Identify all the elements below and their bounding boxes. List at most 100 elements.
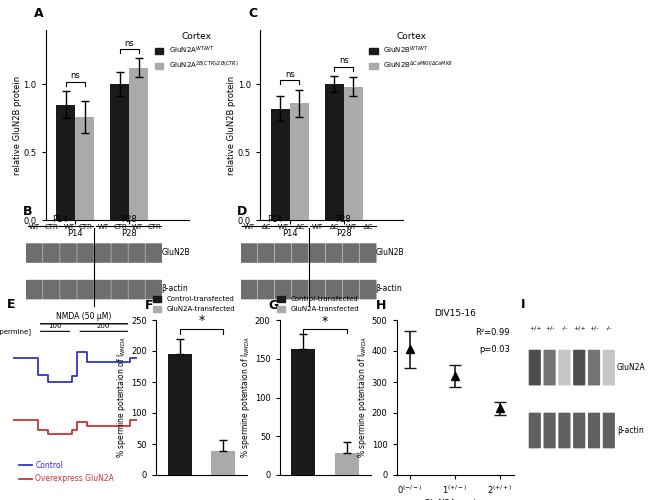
FancyBboxPatch shape [146, 280, 162, 299]
Y-axis label: % spermine potentaion of I$_{NMDA}$: % spermine potentaion of I$_{NMDA}$ [356, 336, 369, 458]
FancyBboxPatch shape [309, 244, 326, 263]
Text: CTR: CTR [79, 224, 93, 230]
Bar [290, 104, 309, 220]
Y-axis label: relative GluN2B protein: relative GluN2B protein [13, 76, 22, 174]
FancyBboxPatch shape [128, 280, 145, 299]
Text: ns: ns [285, 70, 294, 79]
FancyBboxPatch shape [257, 280, 274, 299]
Bar [168, 354, 192, 475]
FancyBboxPatch shape [588, 350, 600, 386]
FancyBboxPatch shape [292, 244, 308, 263]
FancyBboxPatch shape [573, 412, 585, 448]
Text: A: A [34, 8, 44, 20]
Text: WT: WT [98, 224, 109, 230]
Legend: GluN2B$^{WT/WT}$, GluN2B$^{ΔCaMKII/ΔCaMKII}$: GluN2B$^{WT/WT}$, GluN2B$^{ΔCaMKII/ΔCaMK… [367, 30, 456, 74]
FancyBboxPatch shape [60, 244, 77, 263]
FancyBboxPatch shape [146, 244, 162, 263]
Text: GluN2B: GluN2B [376, 248, 404, 256]
Bar [344, 87, 363, 220]
FancyBboxPatch shape [558, 412, 571, 448]
Text: CTR: CTR [148, 224, 161, 230]
Text: β-actin: β-actin [161, 284, 188, 293]
Legend: Control-transfected, GluN2A-transfected: Control-transfected, GluN2A-transfected [274, 293, 362, 315]
Text: -/-: -/- [562, 325, 568, 330]
Text: CTR: CTR [45, 224, 58, 230]
Text: [spermine]: [spermine] [0, 328, 31, 334]
Text: B: B [23, 205, 32, 218]
FancyBboxPatch shape [240, 244, 257, 263]
FancyBboxPatch shape [573, 350, 585, 386]
FancyBboxPatch shape [274, 280, 291, 299]
FancyBboxPatch shape [588, 412, 600, 448]
Text: ns: ns [339, 56, 348, 66]
FancyBboxPatch shape [94, 280, 111, 299]
Text: P14: P14 [267, 215, 283, 224]
Y-axis label: % spermine potentaion of I$_{NMDA}$: % spermine potentaion of I$_{NMDA}$ [239, 336, 252, 458]
Text: ΔC: ΔC [364, 224, 373, 230]
FancyBboxPatch shape [603, 412, 615, 448]
Text: WT: WT [346, 224, 357, 230]
FancyBboxPatch shape [292, 280, 308, 299]
Text: β-actin: β-actin [617, 426, 644, 435]
Title: DIV15-16: DIV15-16 [434, 309, 476, 318]
Text: P28: P28 [335, 215, 351, 224]
FancyBboxPatch shape [43, 280, 60, 299]
Text: P28: P28 [121, 215, 136, 224]
Text: +/+: +/+ [529, 325, 541, 330]
Text: WT: WT [278, 224, 289, 230]
Text: D: D [237, 205, 247, 218]
Text: WT: WT [312, 224, 323, 230]
Text: GluN2B: GluN2B [161, 248, 190, 256]
Text: WT: WT [63, 224, 75, 230]
Bar [335, 454, 359, 475]
Bar [129, 68, 148, 220]
FancyBboxPatch shape [326, 280, 343, 299]
Y-axis label: % spermine potentaion of I$_{NMDA}$: % spermine potentaion of I$_{NMDA}$ [116, 336, 129, 458]
X-axis label: GluN2A copies: GluN2A copies [424, 499, 486, 500]
Text: β-actin: β-actin [376, 284, 402, 293]
Text: G: G [268, 299, 279, 312]
Text: ns: ns [124, 38, 134, 48]
Text: 200: 200 [96, 322, 110, 328]
FancyBboxPatch shape [240, 280, 257, 299]
FancyBboxPatch shape [43, 244, 60, 263]
Text: WT: WT [29, 224, 40, 230]
Text: I: I [521, 298, 525, 312]
FancyBboxPatch shape [360, 280, 376, 299]
FancyBboxPatch shape [343, 280, 359, 299]
FancyBboxPatch shape [528, 350, 541, 386]
Legend: GluN2A$^{WT/WT}$, GluN2A$^{2B(CTR)/2B(CTR)}$: GluN2A$^{WT/WT}$, GluN2A$^{2B(CTR)/2B(CT… [152, 30, 241, 74]
FancyBboxPatch shape [77, 244, 94, 263]
Text: C: C [248, 8, 257, 20]
Bar [325, 84, 344, 220]
FancyBboxPatch shape [360, 244, 376, 263]
FancyBboxPatch shape [543, 412, 556, 448]
Text: NMDA (50 μM): NMDA (50 μM) [57, 312, 112, 321]
Text: E: E [6, 298, 16, 312]
FancyBboxPatch shape [326, 244, 343, 263]
FancyBboxPatch shape [77, 280, 94, 299]
FancyBboxPatch shape [603, 350, 615, 386]
FancyBboxPatch shape [528, 412, 541, 448]
FancyBboxPatch shape [558, 350, 571, 386]
Bar [291, 350, 315, 475]
Text: +/-: +/- [545, 325, 555, 330]
FancyBboxPatch shape [60, 280, 77, 299]
Text: ΔC: ΔC [296, 224, 305, 230]
Legend: Control-transfected, GluN2A-transfected: Control-transfected, GluN2A-transfected [150, 293, 239, 315]
Text: WT: WT [131, 224, 142, 230]
Bar [57, 104, 75, 220]
FancyBboxPatch shape [26, 280, 43, 299]
Text: +/+: +/+ [573, 325, 586, 330]
Bar [271, 108, 290, 220]
Bar [111, 84, 129, 220]
Text: CTR: CTR [113, 224, 127, 230]
Text: GluN2A: GluN2A [617, 363, 646, 372]
Text: Control: Control [35, 461, 63, 470]
Text: *: * [322, 315, 328, 328]
FancyBboxPatch shape [128, 244, 145, 263]
Text: F: F [145, 299, 153, 312]
Y-axis label: relative GluN2B protein: relative GluN2B protein [227, 76, 237, 174]
FancyBboxPatch shape [257, 244, 274, 263]
Text: WT: WT [244, 224, 255, 230]
